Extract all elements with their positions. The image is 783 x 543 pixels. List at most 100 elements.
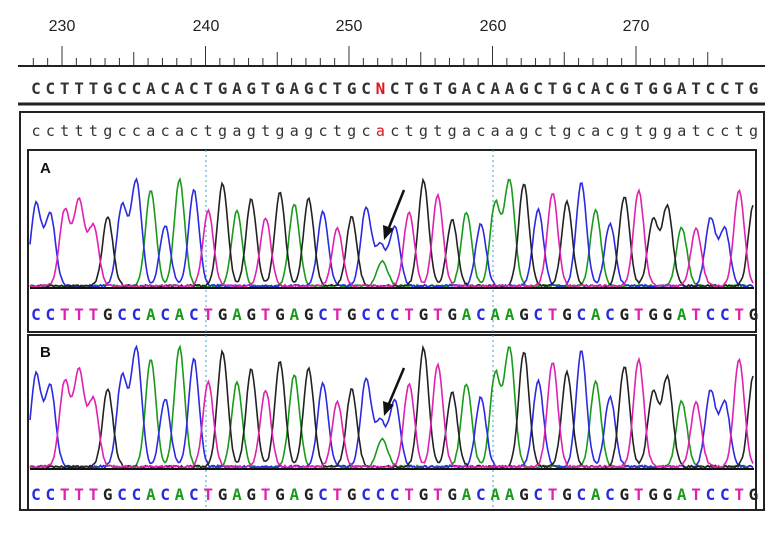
consensus-base: G: [418, 79, 429, 98]
reference-base: t: [634, 122, 644, 140]
reference-base: a: [232, 122, 242, 140]
reference-base: c: [117, 122, 127, 140]
called-b-base: C: [576, 485, 587, 504]
called-a-base: A: [145, 305, 156, 324]
reference-base: t: [88, 122, 98, 140]
consensus-base: T: [691, 79, 701, 98]
called-b-base: T: [432, 485, 443, 504]
called-b-base: T: [260, 485, 271, 504]
consensus-base: G: [447, 79, 457, 98]
called-a-base: T: [74, 305, 84, 324]
called-b-base: C: [318, 485, 328, 504]
reference-base: g: [347, 122, 357, 140]
reference-base: t: [261, 122, 271, 140]
called-a-base: G: [562, 305, 572, 324]
consensus-base: T: [547, 79, 558, 98]
reference-base: c: [390, 122, 400, 140]
panel-b-box: [27, 334, 757, 511]
called-b-base: C: [375, 485, 386, 504]
called-b-base: A: [504, 485, 515, 504]
called-b-base: A: [289, 485, 300, 504]
ruler-label-260: 260: [479, 18, 507, 35]
called-a-base: T: [260, 305, 271, 324]
ruler-ticks: [32, 46, 723, 66]
reference-base: t: [548, 122, 558, 140]
reference-base: g: [304, 122, 314, 140]
consensus-base: A: [174, 79, 185, 98]
arrow-icon: [383, 189, 406, 240]
reference-base: c: [318, 122, 328, 140]
called-b-base: C: [605, 485, 615, 504]
consensus-base: C: [389, 79, 400, 98]
reference-base: a: [490, 122, 500, 140]
consensus-base: T: [88, 79, 99, 98]
consensus-base: G: [619, 79, 630, 98]
consensus-base: C: [45, 79, 56, 98]
consensus-base: T: [74, 79, 84, 98]
consensus-base: C: [160, 79, 170, 98]
consensus-base: A: [504, 79, 515, 98]
called-a-base: A: [174, 305, 185, 324]
consensus-base: G: [562, 79, 572, 98]
reference-base: t: [691, 122, 701, 140]
called-a-base: G: [275, 305, 285, 324]
called-b-base: A: [490, 485, 500, 504]
called-b-base: A: [174, 485, 185, 504]
called-a-base: C: [45, 305, 56, 324]
called-a-base: C: [533, 305, 544, 324]
reference-base: g: [275, 122, 285, 140]
called-b-base: G: [562, 485, 572, 504]
called-b-base: T: [88, 485, 99, 504]
called-b-base: T: [59, 485, 70, 504]
reference-base: t: [734, 122, 744, 140]
called-b-base: C: [31, 485, 41, 504]
called-b-base: C: [45, 485, 56, 504]
called-a-base: T: [432, 305, 443, 324]
consensus-base: C: [318, 79, 328, 98]
called-b-base: T: [404, 485, 414, 504]
called-a-base: T: [203, 305, 213, 324]
reference-base: t: [60, 122, 70, 140]
consensus-base: G: [303, 79, 314, 98]
reference-base: g: [748, 122, 759, 140]
called-b-base: A: [461, 485, 472, 504]
reference-base: t: [203, 122, 213, 140]
reference-base: g: [447, 122, 457, 140]
called-a-base: T: [734, 305, 744, 324]
trace-channel-c: [29, 177, 754, 289]
called-b-base: A: [590, 485, 601, 504]
called-a-base: G: [648, 305, 658, 324]
consensus-base: C: [705, 79, 716, 98]
consensus-base: T: [404, 79, 414, 98]
called-a-base: C: [389, 305, 400, 324]
reference-base: t: [404, 122, 414, 140]
called-a-base: C: [719, 305, 730, 324]
consensus-base: T: [59, 79, 70, 98]
called-b-base: T: [547, 485, 558, 504]
reference-base: g: [418, 122, 428, 140]
reference-base: g: [246, 122, 256, 140]
called-a-base: A: [490, 305, 500, 324]
reference-base: g: [218, 122, 228, 140]
reference-base: c: [533, 122, 543, 140]
consensus-base: C: [31, 79, 41, 98]
called-b-base: G: [275, 485, 285, 504]
reference-base: a: [375, 122, 385, 140]
called-b-base: T: [633, 485, 644, 504]
panel-a-box: [27, 149, 757, 333]
reference-base: c: [31, 122, 41, 140]
called-b-base: G: [246, 485, 257, 504]
reference-base: a: [677, 122, 687, 140]
chromatogram-trace-a: [29, 177, 754, 289]
reference-base: c: [131, 122, 141, 140]
consensus-base: C: [189, 79, 199, 98]
called-a-base: G: [619, 305, 630, 324]
called-a-base: T: [404, 305, 414, 324]
called-a-base: C: [31, 305, 41, 324]
consensus-base: C: [605, 79, 615, 98]
called-a-base: G: [217, 305, 228, 324]
called-b-base: G: [217, 485, 228, 504]
reference-base: c: [576, 122, 586, 140]
